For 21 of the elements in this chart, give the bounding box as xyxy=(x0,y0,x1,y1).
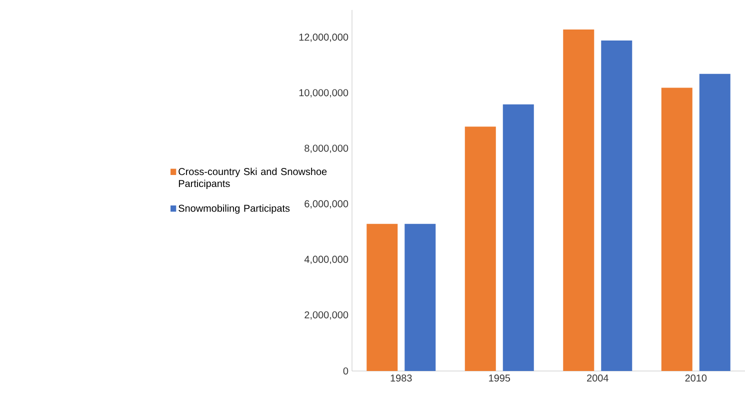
y-tick-label: 8,000,000 xyxy=(304,144,348,153)
bar xyxy=(464,126,496,371)
y-tick-label: 2,000,000 xyxy=(304,311,348,320)
x-tick-label: 1995 xyxy=(489,374,510,382)
y-tick-label: 12,000,000 xyxy=(299,34,348,42)
legend-label: Snowmobiling Participats xyxy=(178,204,290,214)
bar xyxy=(502,104,534,371)
y-tick-label: 6,000,000 xyxy=(304,200,348,209)
bar xyxy=(661,88,692,371)
x-tick-label: 2010 xyxy=(685,374,707,382)
bar xyxy=(601,40,632,371)
y-tick-label: 4,000,000 xyxy=(304,256,348,264)
bar xyxy=(404,224,436,371)
bar xyxy=(563,29,594,371)
x-tick-label: 1983 xyxy=(390,374,412,382)
legend-label: Cross-country Ski and Snowshoe Participants xyxy=(178,168,327,190)
bar xyxy=(366,224,398,371)
y-tick-label: 0 xyxy=(343,367,348,375)
y-tick-label: 10,000,000 xyxy=(299,89,348,98)
x-tick-label: 2004 xyxy=(587,374,608,382)
bar xyxy=(699,74,730,371)
